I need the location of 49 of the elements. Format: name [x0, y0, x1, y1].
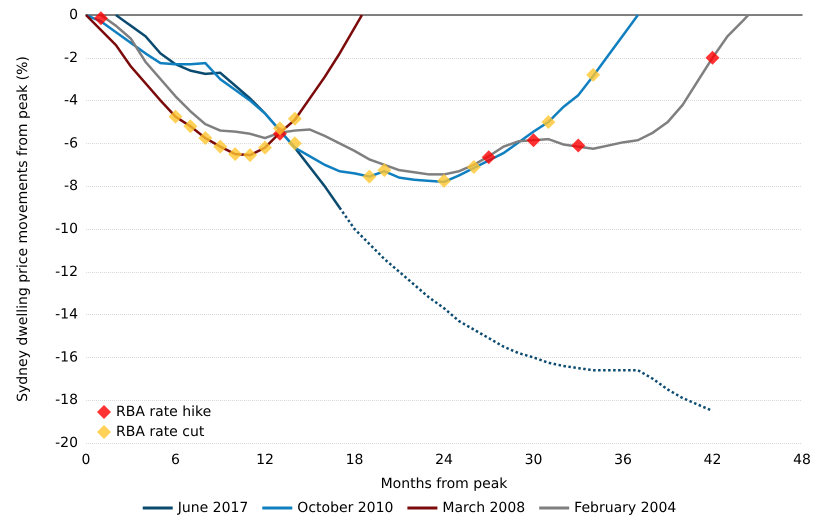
point	[466, 160, 481, 174]
point	[228, 147, 242, 162]
point	[482, 150, 496, 164]
x-tick-label: 18	[346, 452, 364, 468]
y-tick-label: -2	[64, 50, 78, 66]
x-axis-title: Months from peak	[380, 476, 508, 492]
legend-label: RBA rate cut	[116, 424, 205, 440]
y-tick-label: -8	[64, 178, 78, 194]
y-tick-label: 0	[69, 7, 78, 23]
y-tick-label: -16	[55, 349, 78, 366]
legend-label: March 2008	[442, 500, 526, 516]
y-tick-label: -14	[55, 306, 78, 323]
y-tick-label: -18	[55, 392, 78, 408]
point	[183, 119, 198, 134]
point	[362, 170, 376, 184]
x-tick-label: 6	[171, 452, 180, 468]
y-tick-label: -12	[55, 264, 78, 280]
point	[288, 136, 302, 150]
point	[541, 115, 556, 129]
legend-label: June 2017	[176, 500, 248, 516]
y-tick-label: -10	[55, 221, 78, 237]
y-tick-label: -6	[64, 135, 78, 152]
point	[213, 140, 228, 154]
legend-label: February 2004	[574, 500, 676, 516]
point	[288, 112, 302, 126]
x-tick-label: 36	[614, 452, 632, 468]
point	[168, 110, 182, 124]
point	[571, 138, 586, 153]
legend-label: October 2010	[297, 500, 394, 516]
x-tick-label: 48	[793, 452, 811, 468]
y-tick-label: -20	[55, 435, 78, 451]
point	[272, 121, 287, 136]
y-tick-label: -4	[64, 92, 78, 109]
point	[437, 174, 451, 188]
point	[526, 133, 540, 148]
legend-label: RBA rate hike	[116, 404, 212, 420]
x-tick-label: 30	[524, 452, 542, 468]
y-axis-title: Sydney dwelling price movements from peak (%)	[15, 56, 31, 402]
point	[243, 148, 258, 162]
point	[198, 131, 212, 146]
x-tick-label: 42	[704, 452, 722, 468]
point	[377, 163, 392, 178]
point	[94, 11, 108, 26]
point	[706, 50, 720, 65]
x-tick-label: 0	[82, 452, 90, 468]
x-tick-label: 12	[256, 452, 274, 468]
point	[258, 140, 272, 155]
point	[586, 68, 600, 82]
x-tick-label: 24	[435, 452, 453, 468]
